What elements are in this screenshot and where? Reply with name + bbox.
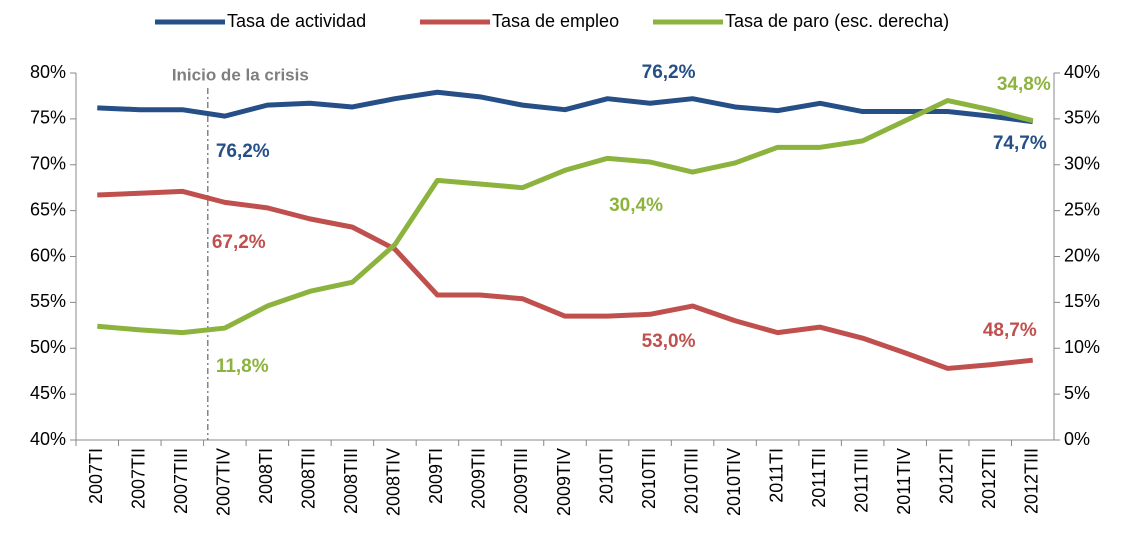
y2-tick-label: 25% — [1064, 199, 1100, 219]
data-label: 74,7% — [993, 133, 1047, 154]
y2-tick-label: 15% — [1064, 291, 1100, 311]
data-label: 11,8% — [216, 356, 269, 377]
y2-tick-label: 35% — [1064, 108, 1100, 128]
x-tick-label: 2010TIII — [681, 448, 701, 514]
y2-tick-label: 0% — [1064, 429, 1090, 449]
x-tick-label: 2008TIV — [384, 448, 404, 516]
legend-label: Tasa de empleo — [492, 11, 619, 31]
x-tick-label: 2007TI — [86, 448, 106, 504]
series-line — [97, 98, 1034, 336]
data-label: 76,2% — [216, 141, 270, 162]
y-tick-label: 60% — [30, 245, 66, 265]
x-tick-label: 2007TIV — [214, 448, 234, 516]
x-tick-label: 2007TII — [129, 448, 149, 509]
y-tick-label: 70% — [30, 154, 66, 174]
x-tick-label: 2012TII — [979, 448, 999, 509]
x-tick-label: 2011TIII — [851, 448, 871, 513]
x-tick-label: 2010TI — [596, 448, 616, 504]
y-tick-label: 65% — [30, 199, 66, 219]
x-tick-label: 2009TII — [469, 448, 489, 509]
x-tick-label: 2012TI — [936, 448, 956, 504]
data-label: 30,4% — [609, 195, 663, 216]
x-tick-label: 2008TIII — [341, 448, 361, 514]
legend-label: Tasa de paro (esc. derecha) — [725, 11, 949, 31]
data-label: 34,8% — [997, 74, 1051, 95]
x-tick-label: 2009TI — [426, 448, 446, 504]
y-tick-label: 40% — [30, 429, 66, 449]
x-tick-label: 2011TI — [766, 448, 786, 503]
x-tick-label: 2009TIII — [511, 448, 531, 514]
series-line — [97, 188, 1034, 371]
y2-tick-label: 10% — [1064, 337, 1100, 357]
y-tick-label: 75% — [30, 108, 66, 128]
y2-tick-label: 5% — [1064, 383, 1090, 403]
series-line — [97, 89, 1034, 125]
y2-tick-label: 30% — [1064, 154, 1100, 174]
y-tick-label: 55% — [30, 291, 66, 311]
data-label: 48,7% — [983, 320, 1037, 341]
x-tick-label: 2011TIV — [894, 448, 914, 515]
x-tick-label: 2011TII — [809, 448, 829, 508]
data-label: 76,2% — [642, 62, 696, 83]
x-tick-label: 2009TIV — [554, 448, 574, 516]
y-tick-label: 50% — [30, 337, 66, 357]
data-label: 67,2% — [212, 232, 266, 253]
crisis-label: Inicio de la crisis — [172, 65, 309, 84]
x-tick-label: 2008TII — [299, 448, 319, 509]
x-tick-label: 2008TI — [256, 448, 276, 504]
data-label: 53,0% — [642, 331, 696, 352]
x-tick-label: 2010TIV — [724, 448, 744, 516]
y-tick-label: 45% — [30, 383, 66, 403]
x-tick-label: 2007TIII — [171, 448, 191, 514]
y2-tick-label: 20% — [1064, 245, 1100, 265]
y-tick-label: 80% — [30, 62, 66, 82]
y2-tick-label: 40% — [1064, 62, 1100, 82]
x-tick-label: 2010TII — [639, 448, 659, 509]
legend-label: Tasa de actividad — [227, 11, 366, 31]
x-tick-label: 2012TIII — [1021, 448, 1041, 514]
